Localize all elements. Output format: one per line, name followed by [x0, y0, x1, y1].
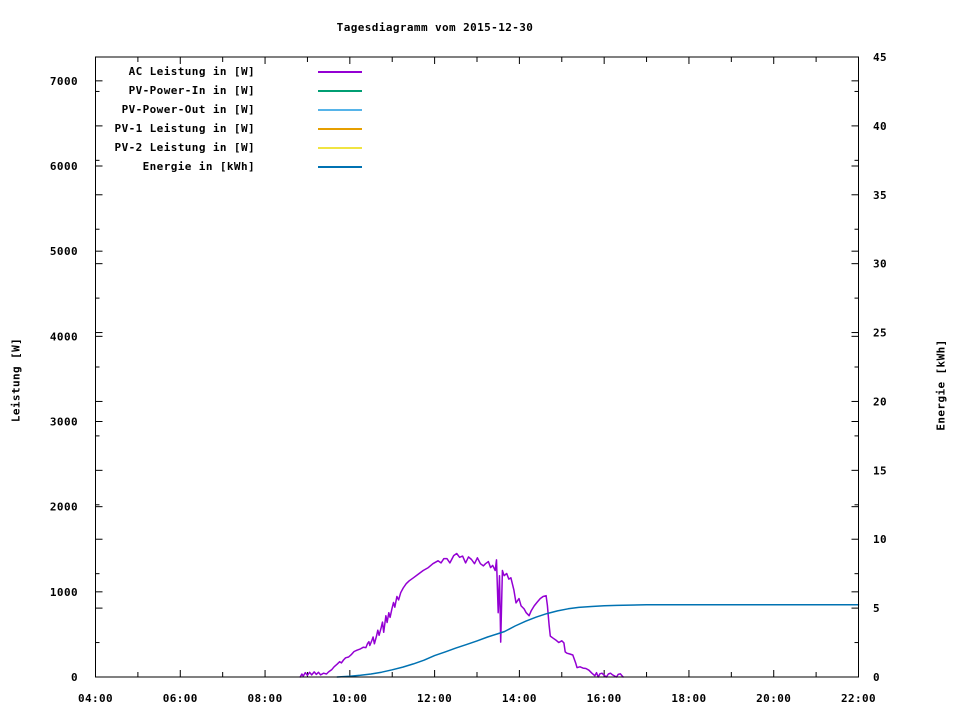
legend: AC Leistung in [W] PV-Power-In in [W] PV…	[95, 62, 362, 176]
plot-border	[95, 56, 859, 678]
legend-line-energie	[318, 165, 362, 168]
legend-row-ac: AC Leistung in [W]	[95, 62, 362, 81]
y2-tick-label: 20	[873, 395, 887, 408]
x-tick-label: 12:00	[417, 692, 452, 705]
y2-tick-label: 25	[873, 327, 887, 340]
y1-tick-label: 1000	[50, 586, 78, 599]
y1-tick-label: 7000	[50, 75, 78, 88]
y1-tick-label: 4000	[50, 330, 78, 343]
legend-label-ac: AC Leistung in [W]	[128, 65, 255, 78]
legend-line-pv-out	[318, 108, 362, 111]
x-tick-label: 04:00	[78, 692, 113, 705]
series-line-ac-leistung-in-w	[299, 552, 624, 678]
y2-tick-label: 35	[873, 189, 887, 202]
y2-tick-label: 40	[873, 120, 887, 133]
legend-line-ac	[318, 70, 362, 73]
legend-row-pv2: PV-2 Leistung in [W]	[95, 138, 362, 157]
x-tick-label: 10:00	[332, 692, 367, 705]
legend-line-pv1	[318, 127, 362, 130]
legend-line-pv-in	[318, 89, 362, 92]
x-tick-label: 06:00	[163, 692, 198, 705]
y2-tick-label: 5	[873, 602, 880, 615]
x-tick-label: 20:00	[756, 692, 791, 705]
chart-title: Tagesdiagramm vom 2015-12-30	[336, 21, 534, 34]
x-tick-label: 16:00	[587, 692, 622, 705]
legend-label-pv2: PV-2 Leistung in [W]	[114, 141, 255, 154]
y2-tick-label: 30	[873, 258, 887, 271]
y1-tick-label: 2000	[50, 501, 78, 514]
legend-row-energie: Energie in [kWh]	[95, 157, 362, 176]
legend-label-pv-out: PV-Power-Out in [W]	[121, 103, 255, 116]
legend-label-energie: Energie in [kWh]	[142, 160, 255, 173]
y2-tick-label: 45	[873, 51, 887, 64]
legend-label-pv-in: PV-Power-In in [W]	[128, 84, 255, 97]
x-tick-label: 14:00	[502, 692, 537, 705]
series-line-energie-in-kwh	[336, 603, 860, 678]
legend-row-pv1: PV-1 Leistung in [W]	[95, 119, 362, 138]
y1-tick-label: 3000	[50, 416, 78, 429]
legend-row-pv-in: PV-Power-In in [W]	[95, 81, 362, 100]
y2-tick-label: 15	[873, 464, 887, 477]
y2-tick-label: 0	[873, 671, 880, 684]
legend-row-pv-out: PV-Power-Out in [W]	[95, 100, 362, 119]
legend-label-pv1: PV-1 Leistung in [W]	[114, 122, 255, 135]
y1-tick-label: 6000	[50, 160, 78, 173]
legend-line-pv2	[318, 146, 362, 149]
y1-tick-label: 5000	[50, 245, 78, 258]
x-tick-label: 22:00	[841, 692, 876, 705]
y2-tick-label: 10	[873, 533, 887, 546]
y1-tick-label: 0	[71, 671, 78, 684]
x-tick-label: 18:00	[671, 692, 706, 705]
x-tick-label: 08:00	[247, 692, 282, 705]
